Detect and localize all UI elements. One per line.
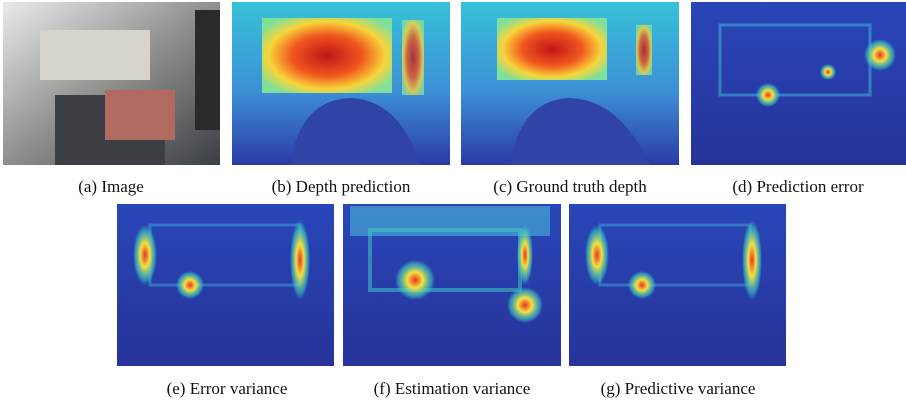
panel-predictive-variance bbox=[569, 204, 786, 366]
panel-depth-prediction bbox=[232, 2, 450, 165]
caption: (g) Predictive variance bbox=[601, 379, 756, 398]
panel-prediction-error bbox=[691, 2, 906, 165]
panel-estimation-variance bbox=[343, 204, 561, 366]
caption: (e) Error variance bbox=[167, 379, 288, 398]
caption: (b) Depth prediction bbox=[272, 177, 411, 196]
caption: (f) Estimation variance bbox=[374, 379, 531, 398]
caption: (a) Image bbox=[78, 177, 144, 196]
panel-image bbox=[3, 2, 220, 165]
caption: (d) Prediction error bbox=[732, 177, 864, 196]
panel-ground-truth bbox=[461, 2, 679, 165]
panel-error-variance bbox=[117, 204, 334, 366]
caption: (c) Ground truth depth bbox=[493, 177, 647, 196]
